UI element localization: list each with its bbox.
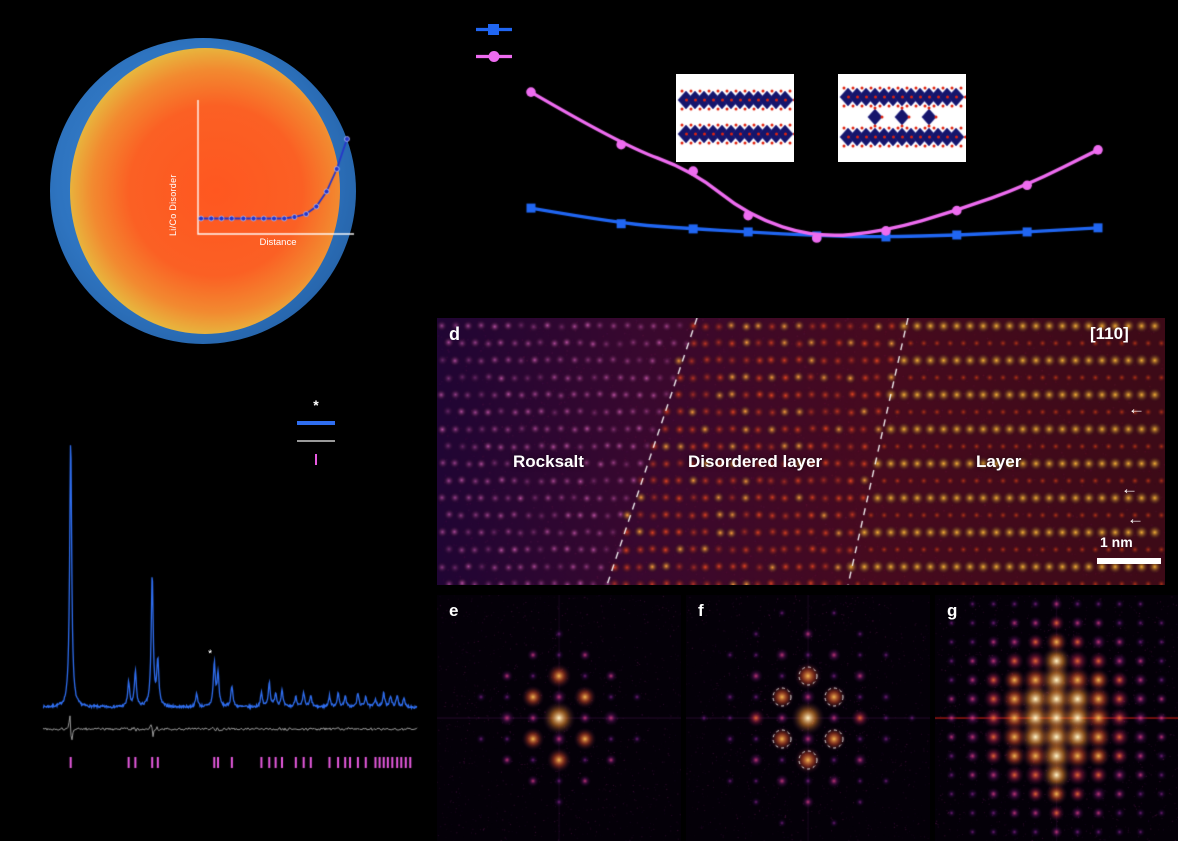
xrd-legend-impurity: *	[290, 396, 342, 414]
impurity-asterisk: *	[208, 648, 213, 660]
scale-bar-label: 1 nm	[1100, 534, 1133, 550]
panel-b-legend	[474, 22, 514, 64]
xrd-legend: *	[290, 396, 342, 468]
legend-blue-squares-marker	[476, 24, 512, 35]
xrd-pattern-canvas	[15, 388, 430, 808]
layered-structure-inset	[676, 74, 794, 162]
panel-e-letter: e	[449, 601, 459, 620]
region-label-layer: Layer	[976, 452, 1022, 471]
circle-marker-icon	[488, 51, 500, 62]
asterisk-marker-icon: *	[313, 397, 319, 413]
square-marker-icon	[488, 24, 499, 35]
legend-magenta-circles-marker	[476, 51, 512, 62]
fft-g-canvas	[935, 595, 1178, 841]
region-label-disordered-layer: Disordered layer	[688, 452, 823, 471]
left-arrow-icon: ←	[1121, 479, 1138, 498]
panel-g-letter: g	[947, 601, 958, 620]
fft-e-canvas	[437, 595, 681, 841]
panel-d-letter: d	[449, 324, 460, 344]
panel-f-letter: f	[698, 601, 704, 620]
left-arrow-icon: ←	[1127, 509, 1144, 528]
tick-marker-icon	[314, 453, 318, 465]
xrd-legend-difference	[290, 432, 342, 450]
scale-bar	[1097, 558, 1161, 564]
panel-b-chart-canvas	[470, 0, 1178, 310]
region-label-rocksalt: Rocksalt	[513, 452, 584, 471]
disorder-profile-inset-canvas	[186, 96, 361, 246]
disordered-structure-canvas	[838, 74, 966, 162]
line-marker-icon	[297, 440, 335, 442]
fft-f-canvas	[686, 595, 930, 841]
left-arrow-icon: ←	[1128, 399, 1145, 418]
stem-image-canvas	[437, 318, 1165, 585]
inset-y-axis-label: Li/Co Disorder	[168, 174, 178, 236]
layered-structure-canvas	[676, 74, 794, 162]
line-marker-icon	[297, 421, 335, 425]
inset-x-axis-label: Distance	[259, 237, 297, 248]
xrd-legend-observed	[290, 414, 342, 432]
disordered-structure-inset	[838, 74, 966, 162]
zone-axis-label: [110]	[1090, 324, 1129, 343]
xrd-legend-bragg-ticks	[290, 450, 342, 468]
